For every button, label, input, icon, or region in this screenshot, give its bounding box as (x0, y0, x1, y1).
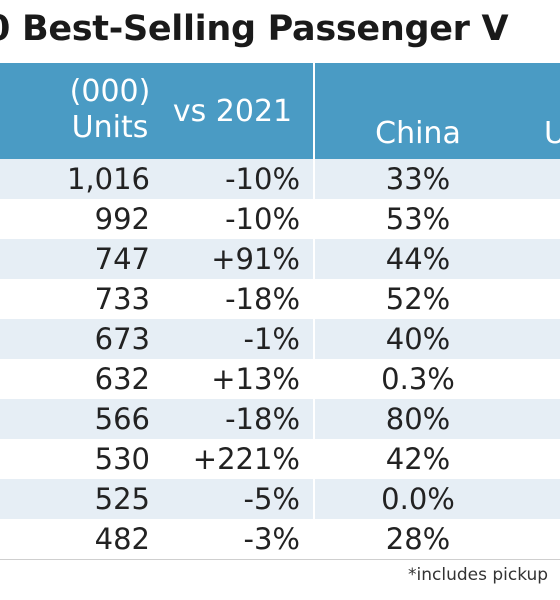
cell-vs-2021: -18% (225, 282, 300, 316)
table-row: 733 -18% 52% (0, 279, 560, 319)
table-row: 632 +13% 0.3% (0, 359, 560, 399)
header-units-line1: (000) (69, 74, 151, 109)
cell-units: 733 (94, 282, 150, 316)
cell-china: 40% (385, 322, 451, 356)
title-text: 0 Best-Selling Passenger V (0, 9, 509, 49)
cell-vs-2021: -10% (225, 202, 300, 236)
table-row: 566 -18% 80% (0, 399, 560, 439)
cell-vs-2021: +13% (211, 362, 300, 396)
cell-china: 53% (385, 202, 451, 236)
header-vs-2021: vs 2021 (172, 94, 293, 129)
cell-china: 0.3% (381, 362, 455, 396)
table-header: (000) Units vs 2021 China U (0, 63, 560, 159)
cell-units: 530 (94, 442, 150, 476)
table-row: 747 +91% 44% (0, 239, 560, 279)
cell-china: 42% (385, 442, 451, 476)
table-row: 1,016 -10% 33% (0, 159, 560, 199)
cell-china: 0.0% (381, 482, 455, 516)
table-title: 0 Best-Selling Passenger V (0, 0, 560, 62)
footnote: *includes pickup (408, 565, 549, 585)
cell-vs-2021: -1% (243, 322, 300, 356)
header-cut-column: U (544, 116, 560, 151)
cell-china: 28% (385, 522, 451, 556)
cell-units: 992 (94, 202, 150, 236)
cell-units: 482 (94, 522, 150, 556)
table-body: 1,016 -10% 33% 992 -10% 53% 747 +91% 44% 733 -18% 5… (0, 159, 560, 559)
table-row: 530 +221% 42% (0, 439, 560, 479)
header-china: China (375, 116, 461, 151)
table-row: 673 -1% 40% (0, 319, 560, 359)
cell-units: 525 (94, 482, 150, 516)
table-row: 525 -5% 0.0% (0, 479, 560, 519)
header-units-line2: Units (71, 110, 149, 145)
cell-vs-2021: -5% (243, 482, 300, 516)
table-row: 482 -3% 28% (0, 519, 560, 559)
cell-vs-2021: +91% (211, 242, 300, 276)
cell-china: 80% (385, 402, 451, 436)
cell-vs-2021: -10% (225, 162, 300, 196)
cell-units: 566 (94, 402, 150, 436)
cell-vs-2021: +221% (192, 442, 300, 476)
cell-units: 673 (94, 322, 150, 356)
header-units: (000) Units (60, 74, 160, 146)
cell-vs-2021: -3% (243, 522, 300, 556)
cell-units: 747 (94, 242, 150, 276)
cell-china: 33% (385, 162, 451, 196)
column-divider (313, 63, 315, 559)
table-bottom-border (0, 559, 560, 560)
cell-vs-2021: -18% (225, 402, 300, 436)
cell-china: 44% (385, 242, 451, 276)
cell-china: 52% (385, 282, 451, 316)
cell-units: 632 (94, 362, 150, 396)
cell-units: 1,016 (66, 162, 150, 196)
table-row: 992 -10% 53% (0, 199, 560, 239)
